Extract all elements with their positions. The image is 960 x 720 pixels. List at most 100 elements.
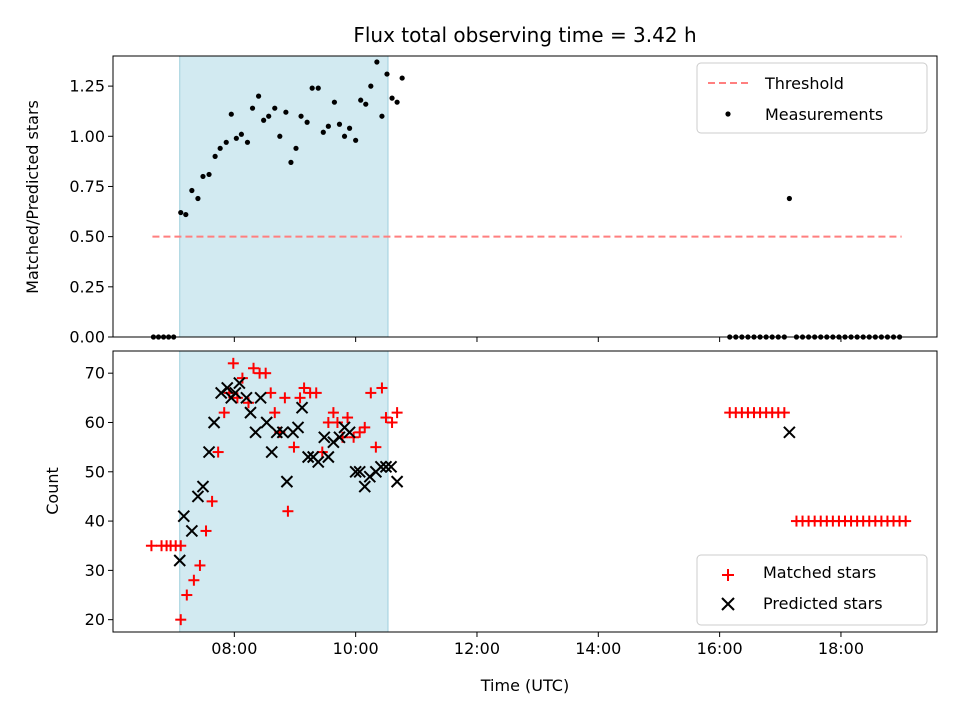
y-tick-label: 50 [85,462,105,481]
measurement-point [293,145,299,151]
measurement-point [786,195,792,202]
measurement-point [266,113,272,119]
predicted-stars-point [229,386,242,400]
legend-matched-swatch [722,569,734,581]
measurement-point [298,113,304,119]
matched-stars-point [175,614,187,626]
measurement-point [315,85,321,91]
predicted-stars-point [358,480,371,493]
bottom-panel: 20 30 40 50 60 70 08:00 10:00 12:00 14:00 16:00 18… [43,350,938,695]
matched-stars-point [282,505,294,517]
matched-stars-point [181,589,193,601]
predicted-stars-point [191,490,205,503]
measurement-point [325,123,331,129]
y-tick-label: 40 [85,512,105,531]
matched-stars-point [298,382,310,394]
measurement-point [233,135,239,141]
predicted-stars-point [384,460,398,474]
matched-stars-point [279,392,291,404]
predicted-stars-point [333,431,346,444]
predicted-stars-point [265,445,278,459]
matched-stars-point [354,426,366,438]
legend-measurements-label: Measurements [765,105,883,124]
bottom-legend: Matched stars Predicted stars [696,554,928,626]
matched-stars-point [386,416,398,428]
measurement-point [183,211,189,218]
top-y-ticks: 0.00 0.25 0.50 0.75 1.00 1.25 [69,77,113,347]
top-panel: 0.00 0.25 0.50 0.75 1.00 1.25 Matched/Predict… [23,55,938,347]
top-legend: Threshold Measurements [696,62,928,134]
y-tick-label: 0.50 [69,227,105,246]
predicted-stars-point [233,376,246,390]
matched-stars-point [145,540,157,552]
matched-stars-point [380,412,392,424]
matched-stars-point [175,540,187,552]
legend-predicted-swatch [721,597,735,611]
top-shaded-span [179,55,389,338]
predicted-stars-point [312,455,325,469]
x-tick-label: 10:00 [333,639,379,658]
measurement-point [384,71,390,77]
y-tick-label: 30 [85,561,105,580]
matched-stars-point [327,407,339,419]
bottom-legend-box [696,554,928,626]
measurement-point [389,95,395,101]
y-tick-label: 1.00 [69,127,105,146]
measurement-point [178,209,184,216]
measurement-point [249,105,256,111]
matched-stars-point [778,407,790,419]
matched-stars-point [391,407,403,419]
predicted-stars-point [390,475,404,488]
measurement-point [363,101,369,107]
predicted-stars-point [276,426,290,439]
bottom-y-axis-label: Count [43,467,62,515]
legend-measurements-swatch [725,111,731,117]
predicted-stars-point [353,465,366,478]
matched-stars-point [359,421,371,433]
y-tick-label: 20 [85,610,105,629]
measurement-point [336,121,343,127]
predicted-stars-point [173,554,186,567]
matched-stars-point [370,441,382,453]
predicted-stars-point [295,401,309,414]
matched-stars-point [200,525,212,537]
matched-stars-point [248,362,260,374]
measurement-point [206,171,212,178]
measurement-point [261,117,267,123]
predicted-stars-point [254,391,267,405]
measurement-point [320,129,326,135]
measurement-point [399,75,405,81]
predicted-stars-point [202,445,216,459]
matched-stars-point [310,387,322,399]
measurement-point [255,93,262,99]
x-tick-label: 08:00 [211,639,257,658]
matched-stars-point [376,382,388,394]
predicted-stars-point [322,450,335,464]
top-y-axis-label: Matched/Predicted stars [23,100,42,294]
measurement-point [374,59,380,65]
matched-stars-point [294,392,306,404]
measurement-point [223,139,229,145]
measurement-point [379,113,385,119]
x-tick-label: 14:00 [575,639,621,658]
top-axes-frame [112,55,938,338]
measurement-point [346,125,353,131]
chart-title: Flux total observing time = 3.42 h [353,23,696,47]
x-tick-label: 18:00 [818,639,864,658]
measurement-point [394,99,400,105]
predicted-stars-point [260,416,273,429]
x-axis-label: Time (UTC) [480,676,569,695]
legend-predicted-label: Predicted stars [763,594,883,613]
bottom-plot-marks [145,357,912,626]
measurement-point [272,105,278,111]
measurement-point [358,97,364,103]
measurement-point [244,139,251,145]
predicted-stars-point [280,475,294,488]
top-x-ticks [233,337,842,342]
measurement-point [238,131,245,137]
bottom-shaded-span [179,350,389,633]
predicted-stars-point [185,524,199,538]
predicted-stars-point [301,450,315,464]
predicted-stars-point [783,426,796,439]
